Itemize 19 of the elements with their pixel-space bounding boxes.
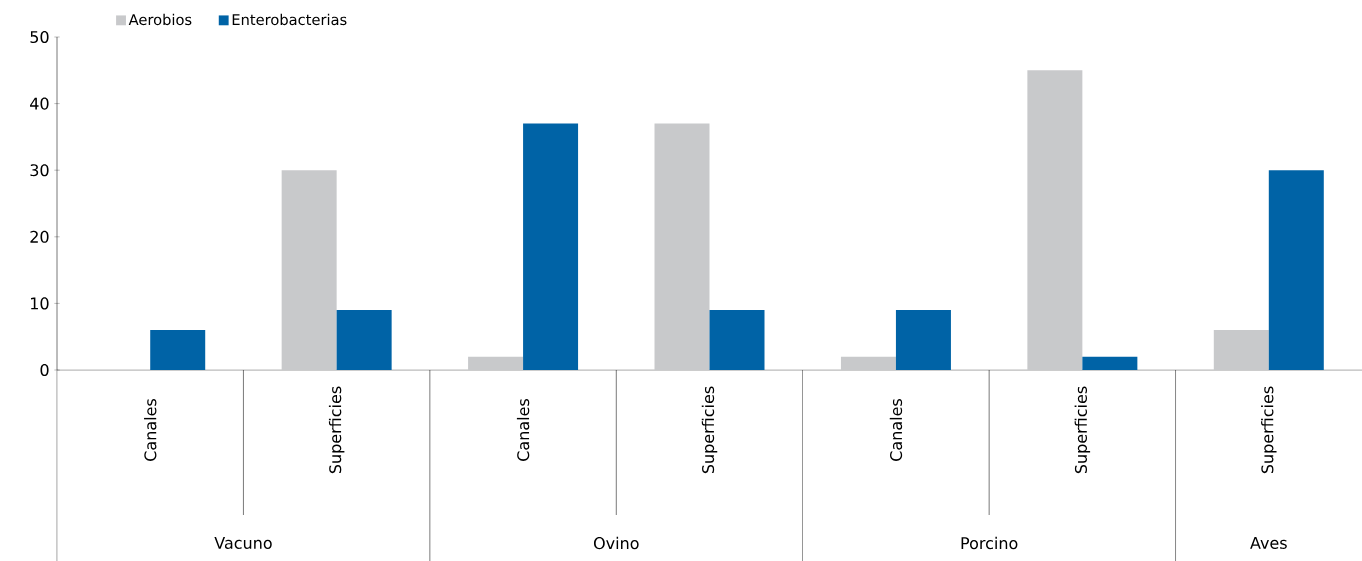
legend-label: Enterobacterias [232,13,347,26]
y-tick-label: 30 [30,164,49,177]
x-tick-label: Superficies [1261,386,1277,474]
x-tick-label: Superficies [701,386,718,474]
y-tick-label: 50 [30,30,49,44]
x-tick-label: Superficies [328,386,345,474]
x-tick-label: Superficies [1074,386,1091,474]
legend-label: Aerobios [128,13,192,26]
x-tick-label: Canales [516,399,530,461]
y-tick-label: 40 [30,97,49,110]
y-tick-label: 10 [31,297,49,310]
text: Porcino [961,536,1018,550]
y-tick-label: 20 [30,230,49,243]
x-tick-label: Canales [144,399,157,461]
text: Vacuno [214,537,272,549]
text: Aves [1250,537,1287,549]
y-tick-label: 0 [40,363,49,377]
x-tick-label: Canales [889,399,903,461]
text: Ovino [593,536,639,550]
